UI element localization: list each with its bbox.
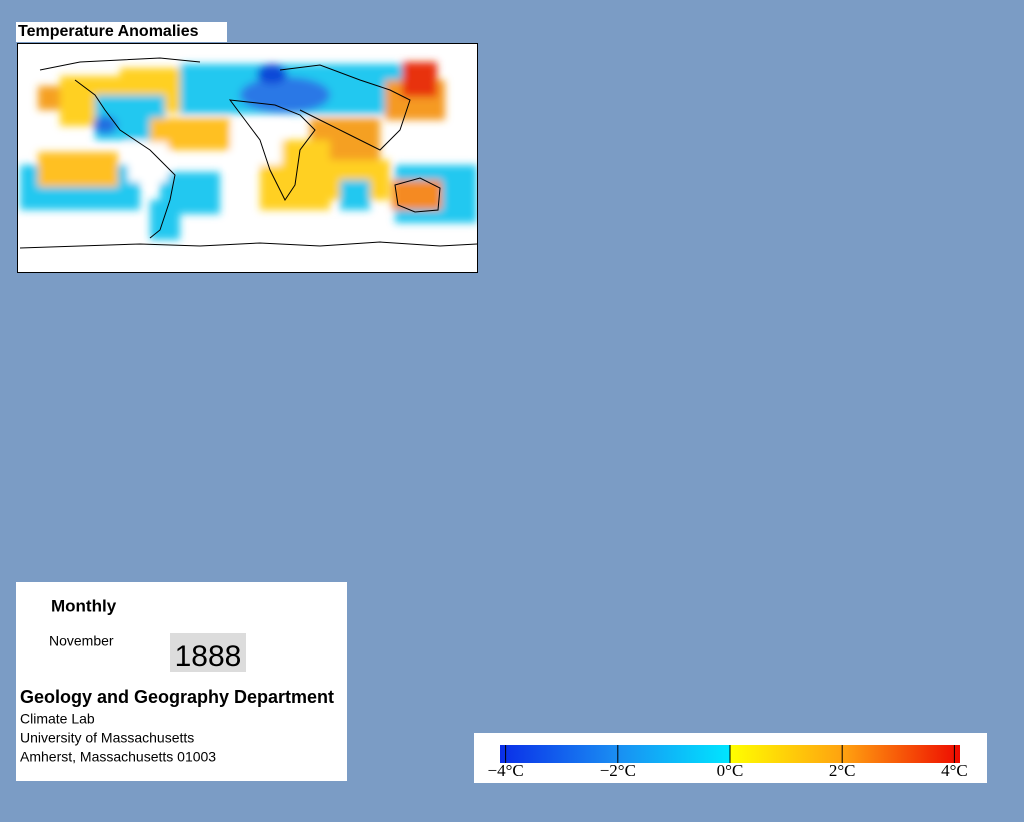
coastlines	[19, 57, 477, 249]
lab: Climate Lab	[20, 711, 95, 727]
colorbar-tick-label: 4°C	[941, 761, 968, 780]
title-box	[16, 22, 227, 42]
year-box	[170, 633, 246, 672]
colorbar-tick-label: −2°C	[600, 761, 636, 780]
title: Temperature Anomalies	[18, 23, 199, 40]
colorbar-tick-label: 2°C	[829, 761, 856, 780]
year: 1888	[175, 640, 242, 673]
map	[17, 43, 478, 273]
university: University of Massachusetts	[20, 730, 194, 746]
period: Monthly	[51, 596, 117, 615]
address: Amherst, Massachusetts 01003	[20, 749, 216, 765]
department: Geology and Geography Department	[20, 687, 334, 707]
month: November	[49, 633, 114, 649]
info-panel	[16, 582, 347, 781]
anomaly-field	[19, 57, 477, 249]
colorbar-ticks: −4°C −2°C 0°C 2°C 4°C	[487, 745, 968, 780]
colorbar-tick-label: 0°C	[717, 761, 744, 780]
colorbar-tick-label: −4°C	[487, 761, 523, 780]
